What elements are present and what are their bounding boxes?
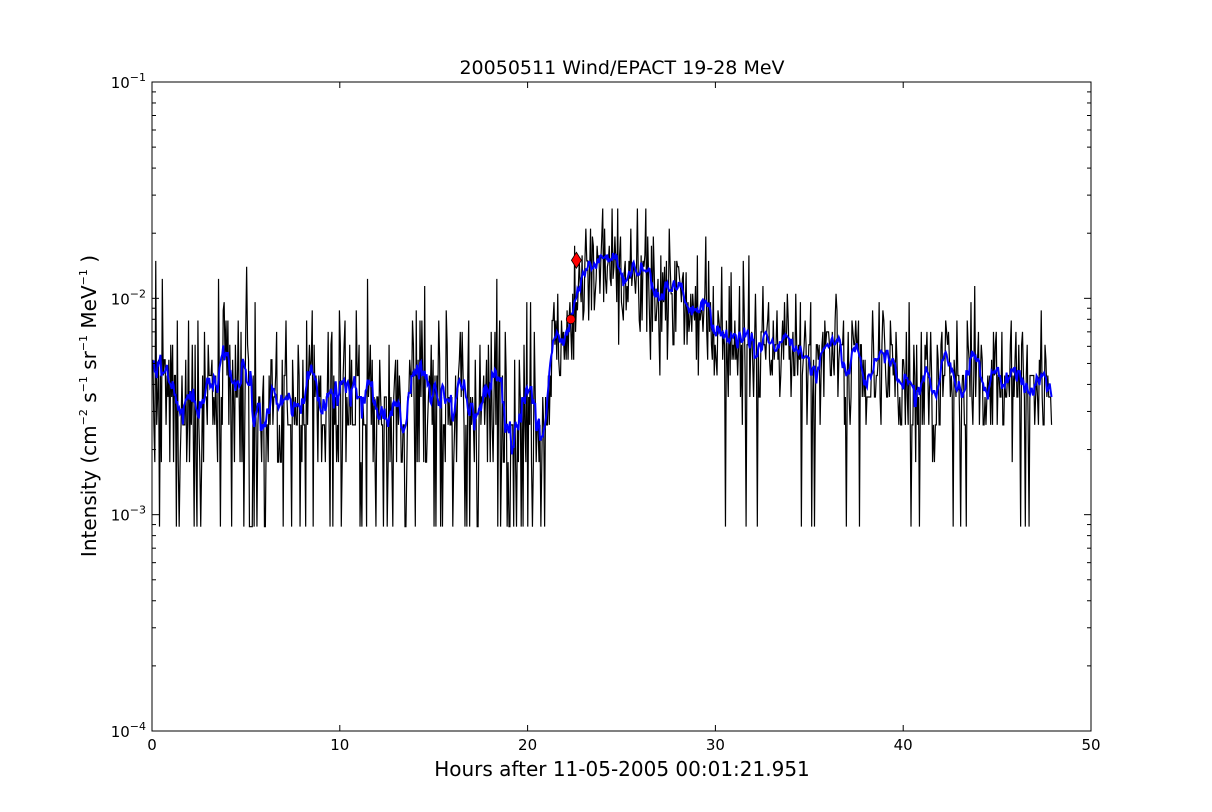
x-axis: 0 10 20 30 40 50 (147, 82, 1101, 754)
x-tick-label: 30 (706, 736, 725, 754)
y-tick-label: 10−1 (111, 71, 146, 92)
plot-frame (151, 81, 1092, 732)
y-tick-label: 10−4 (111, 720, 146, 741)
series-smoothed-line (152, 252, 1053, 455)
y-tick-label: 10−2 (111, 287, 146, 308)
chart-title: 20050511 Wind/EPACT 19-28 MeV (459, 57, 784, 79)
x-tick-label: 20 (518, 736, 537, 754)
plot-area (152, 208, 1053, 528)
marker-peak (570, 251, 582, 269)
x-tick-label: 40 (894, 736, 913, 754)
y-tick-label: 10−3 (111, 504, 146, 525)
y-axis-label: Intensity (cm−2 s−1 sr−1 MeV−1 ) (77, 255, 101, 557)
marker-onset (565, 314, 576, 325)
x-axis-label: Hours after 11-05-2005 00:01:21.951 (434, 757, 810, 781)
markers-layer (565, 251, 582, 325)
series-raw-line (152, 208, 1053, 528)
x-tick-label: 0 (147, 736, 157, 754)
x-tick-label: 10 (330, 736, 349, 754)
x-tick-label: 50 (1081, 736, 1100, 754)
y-axis: 10−4 10−3 10−2 10−1 (111, 71, 1091, 741)
